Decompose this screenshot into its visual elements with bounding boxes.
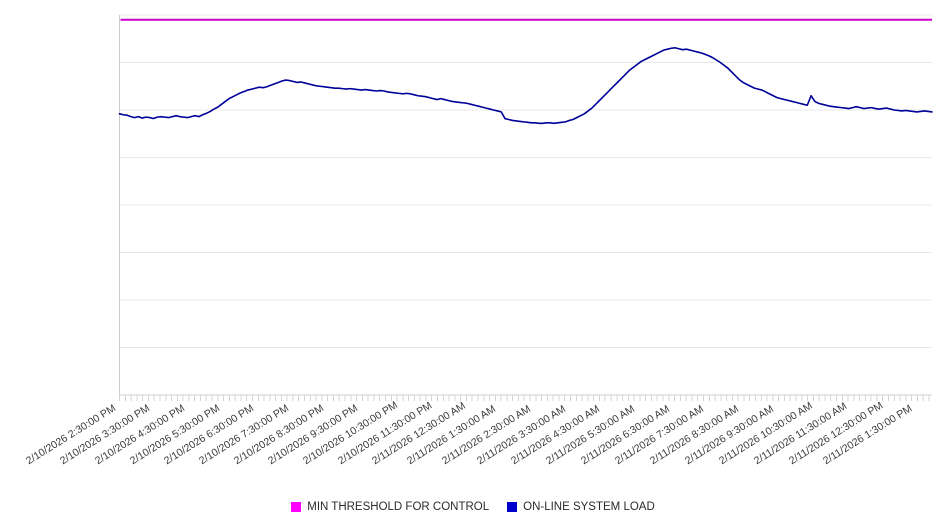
- legend-item[interactable]: ON-LINE SYSTEM LOAD: [507, 501, 655, 513]
- axis-lines: [118, 15, 932, 396]
- chart-legend: MIN THRESHOLD FOR CONTROL ON-LINE SYSTEM …: [0, 496, 946, 518]
- legend-color-swatch: [291, 502, 302, 512]
- legend-label: ON-LINE SYSTEM LOAD: [523, 501, 655, 513]
- legend-label: MIN THRESHOLD FOR CONTROL: [307, 501, 490, 513]
- legend-item[interactable]: MIN THRESHOLD FOR CONTROL: [291, 501, 489, 513]
- legend-color-swatch: [507, 502, 518, 512]
- gridlines: [119, 14, 932, 396]
- x-axis-minor-ticks: [119, 395, 930, 401]
- load-line: [118, 46, 933, 125]
- data-series: [118, 18, 933, 125]
